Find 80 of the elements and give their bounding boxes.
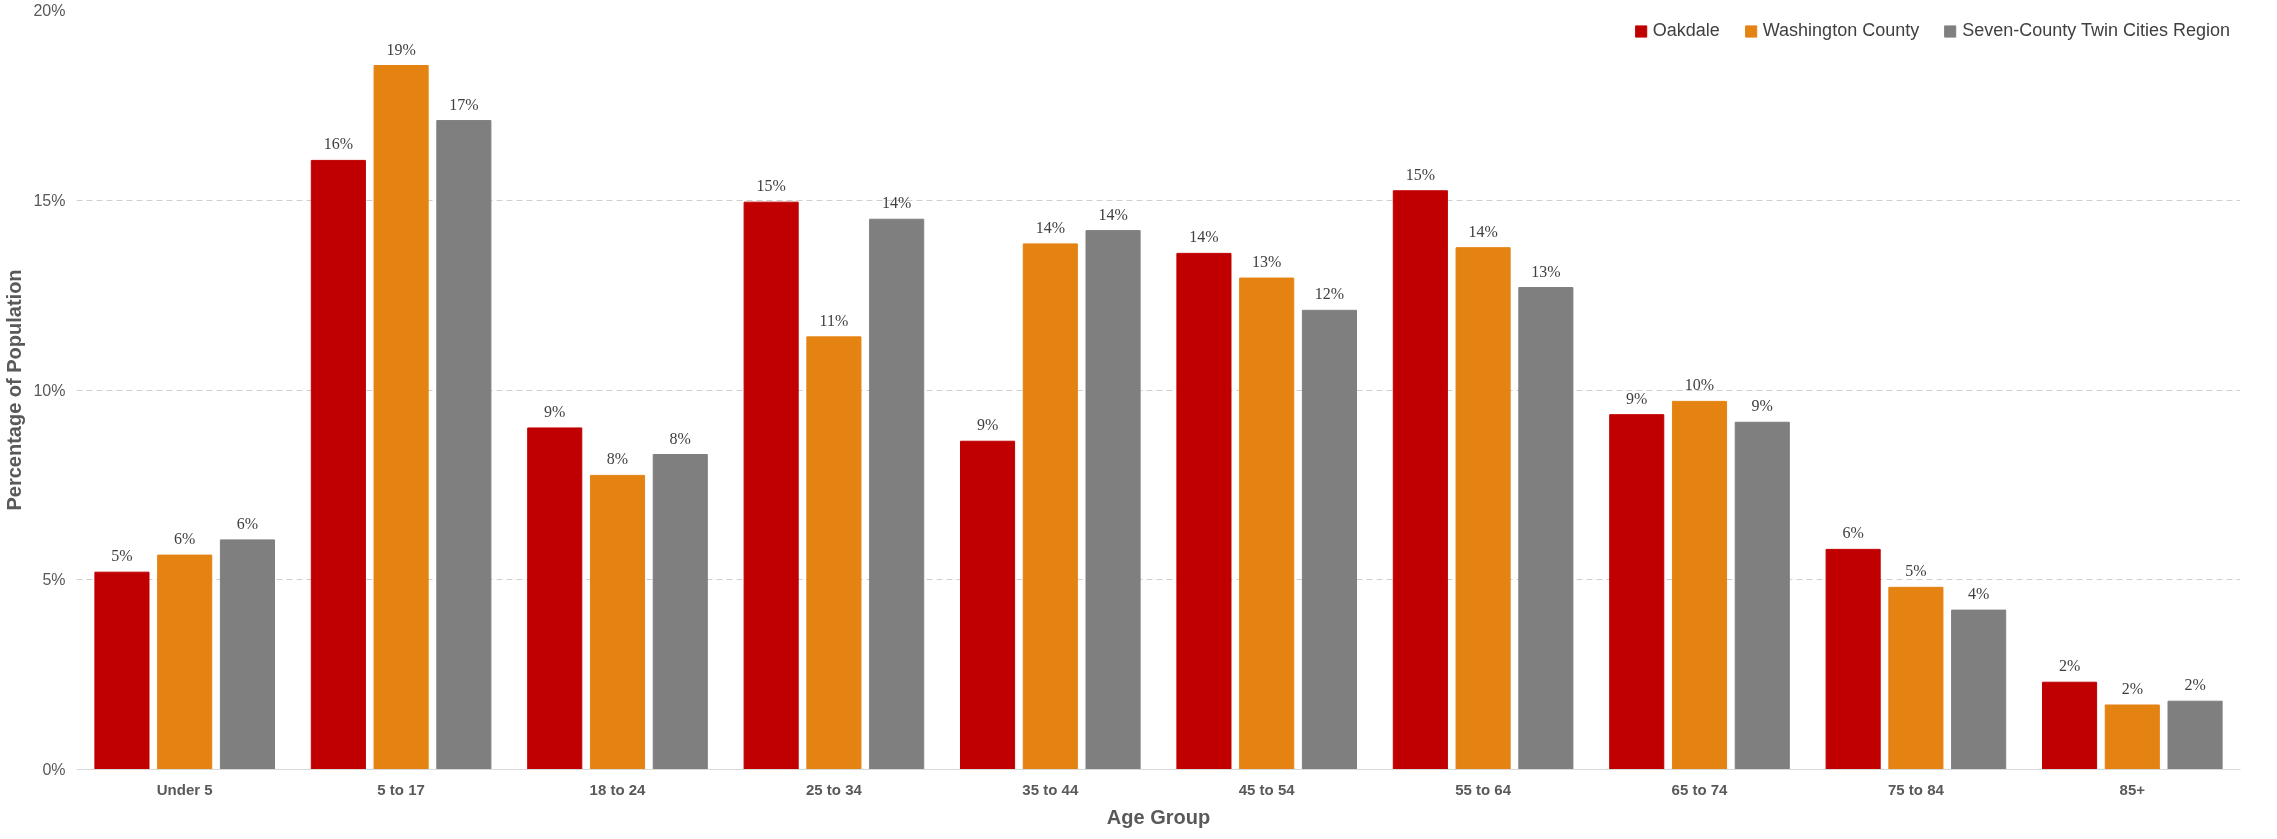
data-label: 9% <box>544 402 566 420</box>
bar <box>2167 700 2223 770</box>
bar <box>436 120 492 770</box>
data-label: 19% <box>386 40 416 58</box>
bar <box>1825 548 1881 770</box>
bar <box>806 336 862 770</box>
x-tick-label: 25 to 34 <box>805 780 863 798</box>
y-tick-label: 10% <box>33 381 66 399</box>
bar <box>1518 287 1574 770</box>
data-label: 14% <box>1189 228 1219 246</box>
data-label: 10% <box>1684 376 1715 394</box>
bar <box>959 440 1016 770</box>
x-tick-label: 85+ <box>2119 780 2146 798</box>
bar <box>652 454 708 770</box>
data-label: 14% <box>1098 205 1128 223</box>
data-label: 2% <box>2121 679 2143 697</box>
bar <box>157 554 213 770</box>
data-label: 14% <box>1468 222 1498 240</box>
bar <box>1671 400 1728 770</box>
bar <box>589 474 646 770</box>
data-label: 9% <box>1626 389 1648 407</box>
data-label: 4% <box>1967 585 1990 603</box>
data-label: 17% <box>449 95 479 113</box>
data-label: 14% <box>1035 218 1065 236</box>
y-tick-label: 20% <box>33 2 66 19</box>
x-tick-label: 5 to 17 <box>377 780 425 798</box>
data-label: 13% <box>1252 253 1282 271</box>
y-tick-label: 15% <box>33 191 66 209</box>
bar <box>219 539 276 770</box>
data-label: 5% <box>111 547 133 565</box>
x-axis-title: Age Group <box>1106 805 1211 828</box>
bar <box>1455 247 1511 770</box>
data-label: 6% <box>236 514 259 532</box>
bar <box>1734 421 1790 770</box>
data-label: 2% <box>2058 657 2081 675</box>
data-label: 9% <box>976 416 999 434</box>
bar <box>373 65 429 770</box>
data-label: 15% <box>756 177 786 195</box>
x-tick-label: 55 to 64 <box>1455 780 1512 798</box>
x-tick-label: 45 to 54 <box>1238 780 1296 798</box>
data-label: 8% <box>669 429 691 447</box>
bar <box>1085 230 1141 770</box>
bar <box>1951 609 2007 770</box>
data-label: 8% <box>606 450 629 468</box>
data-label: 6% <box>1842 524 1864 542</box>
x-tick-label: 65 to 74 <box>1671 780 1729 798</box>
y-tick-label: 0% <box>42 761 66 778</box>
bar <box>1301 309 1358 770</box>
bar <box>527 427 583 770</box>
data-label: 5% <box>1905 562 1927 580</box>
bar <box>1022 243 1078 770</box>
bar <box>1392 190 1448 770</box>
data-label: 15% <box>1405 165 1436 183</box>
data-label: 12% <box>1314 285 1345 303</box>
x-tick-label: 75 to 84 <box>1887 780 1945 798</box>
legend-label: Washington County <box>1762 20 1920 41</box>
y-axis-title: Percentage of Population <box>3 269 26 511</box>
legend-label: Oakdale <box>1652 20 1720 41</box>
data-label: 6% <box>174 530 196 548</box>
bar <box>1239 277 1295 770</box>
data-label: 2% <box>2184 676 2206 694</box>
data-label: 16% <box>323 135 354 153</box>
legend-label: Seven-County Twin Cities Region <box>1962 20 2230 41</box>
bar <box>310 159 366 770</box>
x-tick-label: 35 to 44 <box>1022 780 1079 798</box>
data-label: 13% <box>1531 262 1561 280</box>
x-tick-label: Under 5 <box>156 780 213 798</box>
bar <box>743 201 799 770</box>
bar <box>2104 704 2160 770</box>
data-label: 9% <box>1751 397 1773 415</box>
bar <box>1609 414 1665 770</box>
bar <box>1176 252 1232 770</box>
y-tick-label: 5% <box>42 571 66 589</box>
data-label: 14% <box>881 194 912 212</box>
data-label: 11% <box>819 311 849 329</box>
bar <box>869 218 925 770</box>
bar <box>94 571 150 770</box>
x-tick-label: 18 to 24 <box>589 780 647 798</box>
bar <box>1888 586 1944 770</box>
bar <box>2041 681 2098 770</box>
